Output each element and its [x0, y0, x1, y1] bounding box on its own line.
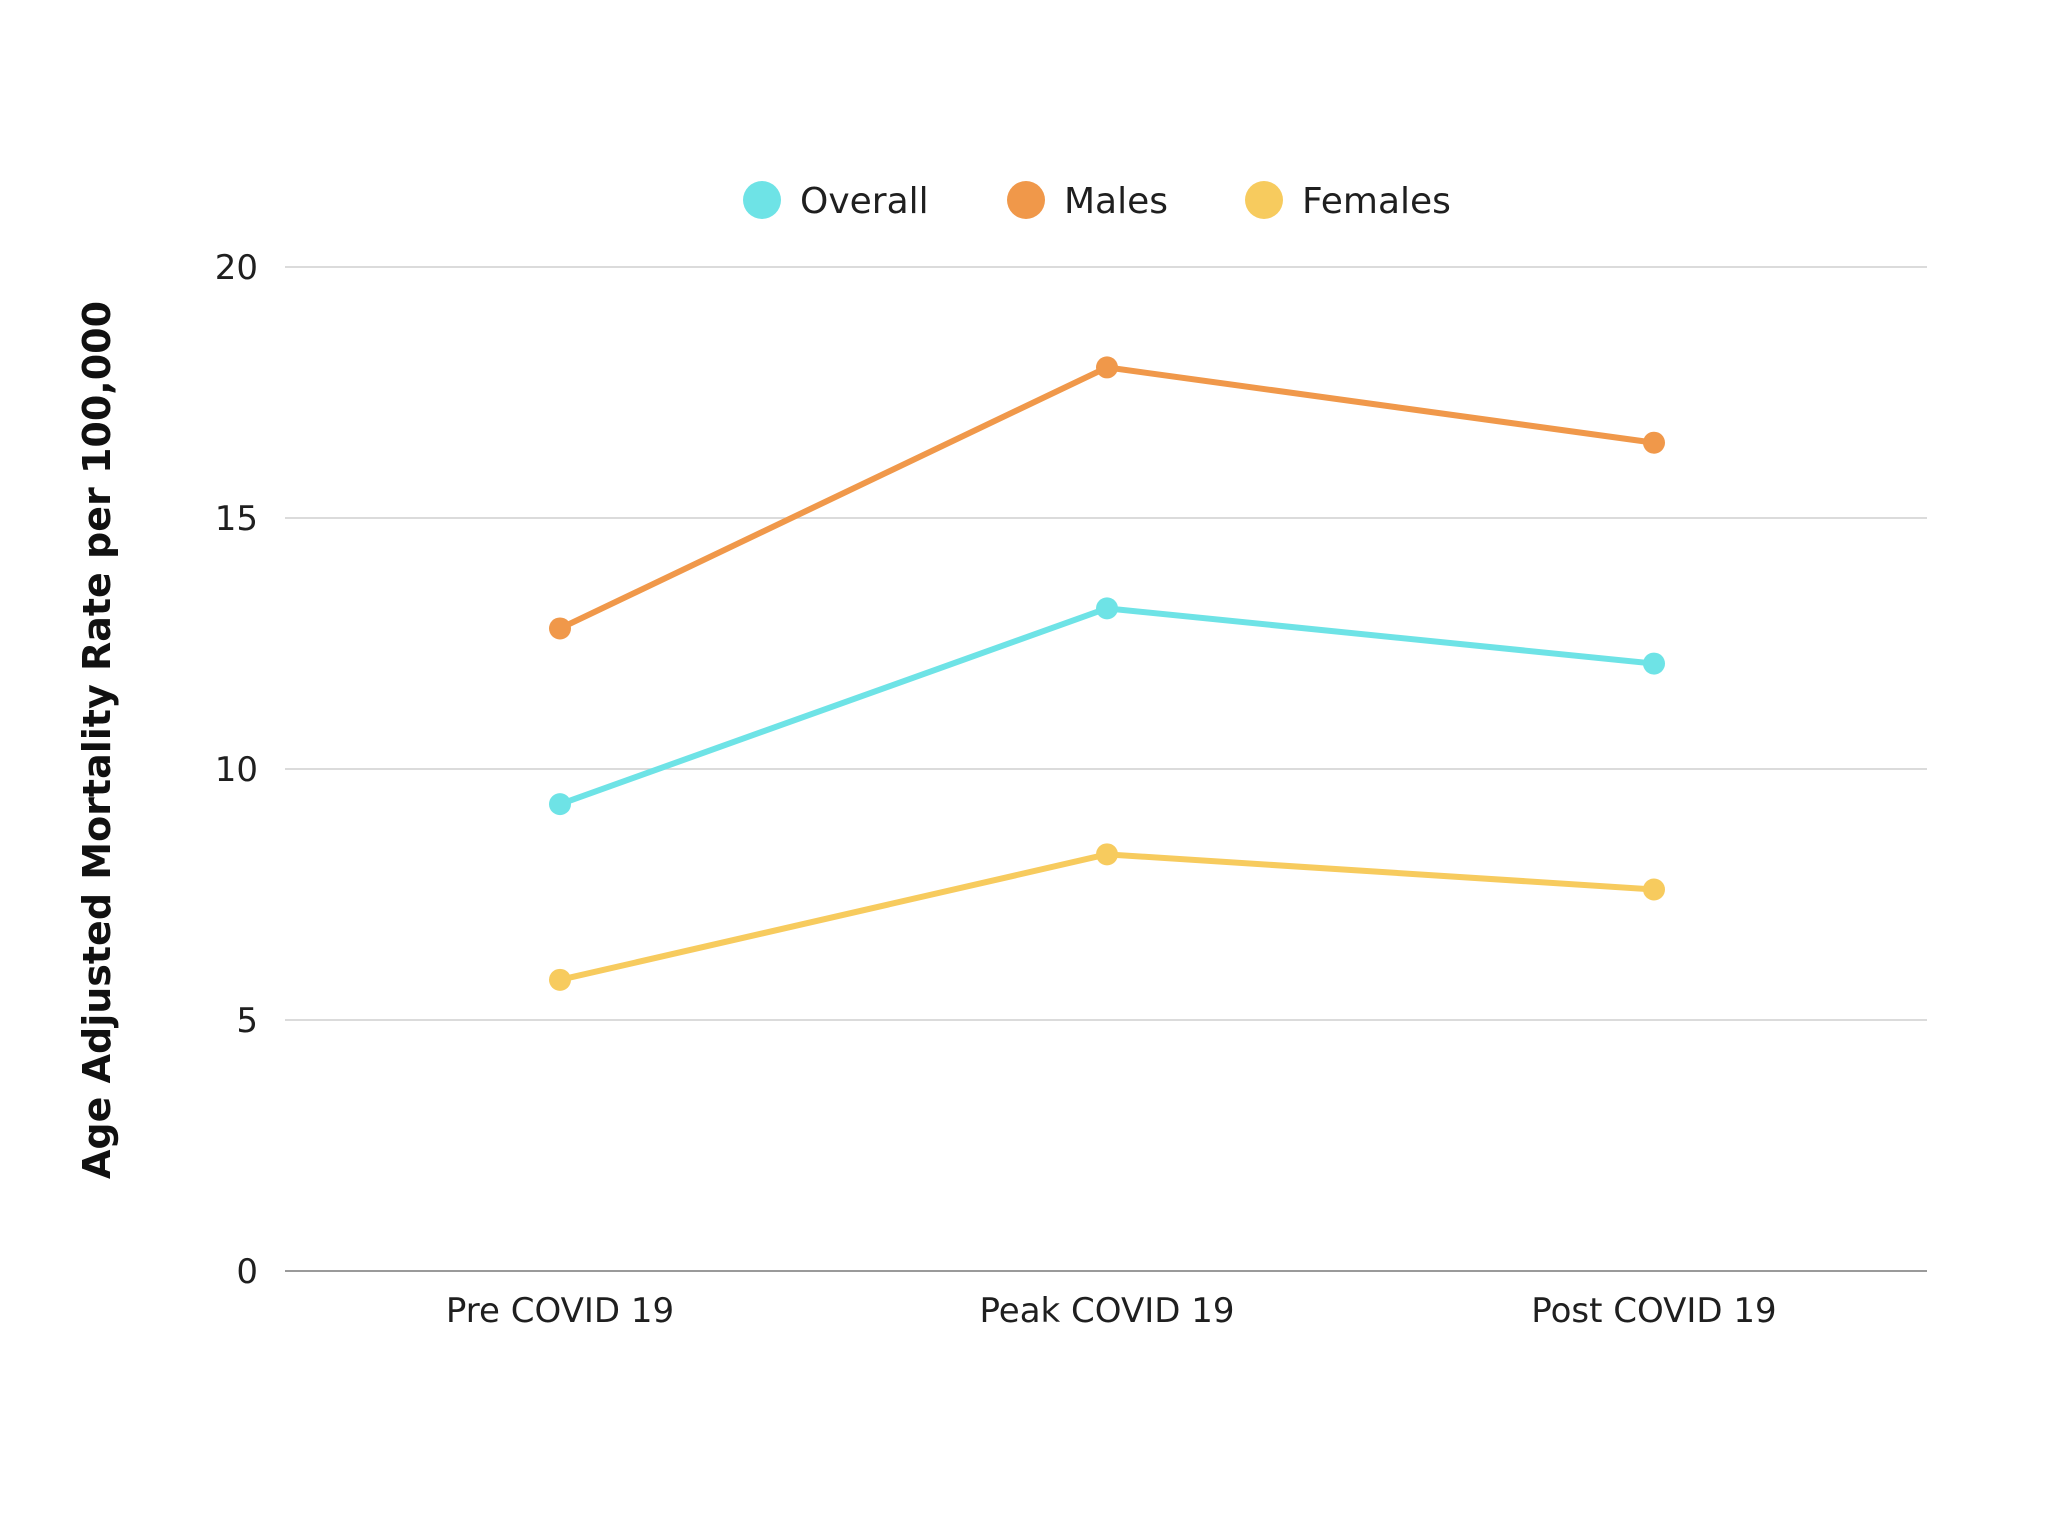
legend-swatch: [1245, 181, 1283, 219]
y-tick-label: 15: [215, 499, 258, 539]
series-line: [557, 851, 1657, 983]
y-tick-label: 20: [215, 248, 258, 288]
series-overall: [549, 597, 1665, 816]
series-lines: [549, 356, 1665, 991]
legend: Overall Males Females: [743, 181, 1451, 222]
series-line: [557, 364, 1657, 632]
legend-label: Males: [1064, 181, 1168, 222]
y-tick-label: 5: [236, 1001, 258, 1041]
legend-item-females: Females: [1245, 181, 1451, 222]
legend-item-males: Males: [1007, 181, 1168, 222]
data-point: [1096, 356, 1118, 379]
y-axis-title: Age Adjusted Mortality Rate per 100,000: [75, 301, 119, 1179]
data-point: [1643, 652, 1665, 675]
y-tick-label: 10: [215, 750, 258, 790]
data-point: [549, 793, 571, 816]
x-tick-label: Peak COVID 19: [980, 1291, 1235, 1331]
legend-swatch: [1007, 181, 1045, 219]
legend-swatch: [743, 181, 781, 219]
legend-label: Overall: [800, 181, 929, 222]
series-males: [549, 356, 1665, 640]
legend-item-overall: Overall: [743, 181, 929, 222]
x-tick-label: Post COVID 19: [1531, 1291, 1776, 1331]
series-line: [557, 605, 1657, 808]
data-point: [1643, 431, 1665, 454]
y-tick-label: 0: [236, 1252, 258, 1292]
data-point: [1096, 597, 1118, 620]
y-axis-ticks: 0 5 10 15 20: [215, 248, 258, 1292]
data-point: [549, 617, 571, 640]
data-point: [1096, 843, 1118, 866]
gridlines: [285, 266, 1927, 1272]
x-tick-label: Pre COVID 19: [446, 1291, 674, 1331]
legend-label: Females: [1302, 181, 1451, 222]
data-point: [549, 968, 571, 991]
data-point: [1643, 878, 1665, 901]
x-axis-ticks: Pre COVID 19 Peak COVID 19 Post COVID 19: [446, 1291, 1777, 1331]
series-females: [549, 843, 1665, 991]
